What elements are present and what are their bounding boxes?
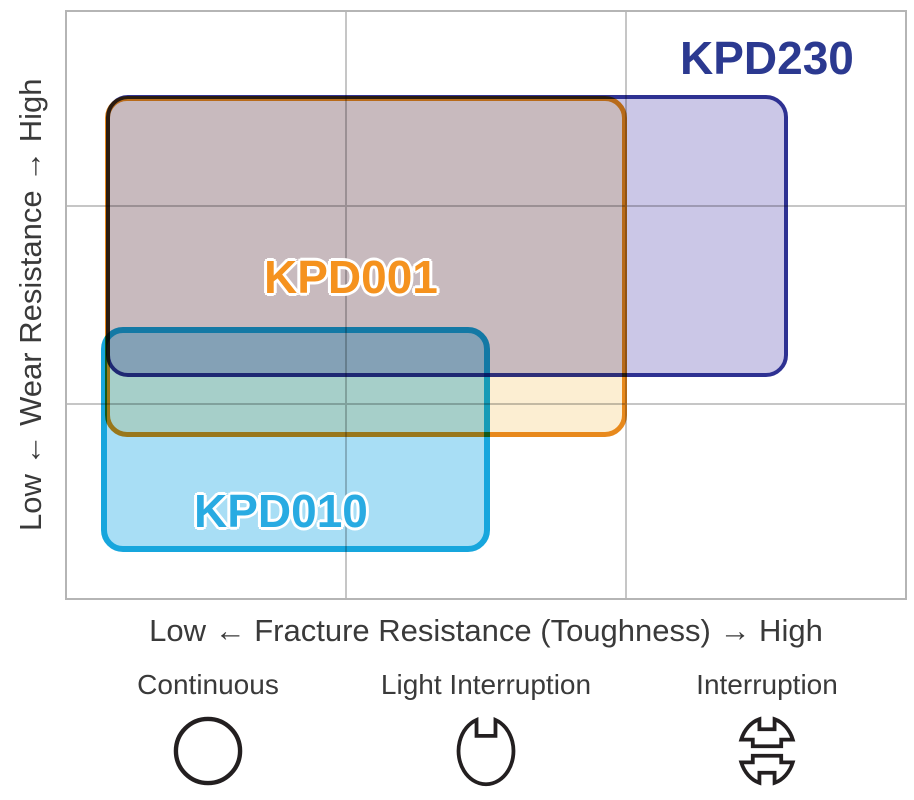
legend-label-interruption: Interruption: [696, 669, 838, 700]
region-kpd230: [106, 95, 788, 377]
light-interruption-notched-circle-icon: [456, 715, 517, 787]
interruption-slotted-circle-icon: [737, 715, 798, 787]
label-kpd230: KPD230: [680, 32, 854, 84]
plot-area: KPD230 KPD001 KPD010: [65, 10, 907, 600]
x-axis-label: Low ← Fracture Resistance (Toughness) → …: [149, 613, 823, 648]
continuous-circle-icon: [173, 715, 243, 787]
y-axis-label: Low ← Wear Resistance → High: [13, 78, 48, 532]
label-kpd010: KPD010: [194, 485, 368, 537]
label-kpd001: KPD001: [264, 251, 438, 303]
legend-label-continuous: Continuous: [137, 669, 279, 700]
legend-label-light-interruption: Light Interruption: [380, 669, 592, 700]
